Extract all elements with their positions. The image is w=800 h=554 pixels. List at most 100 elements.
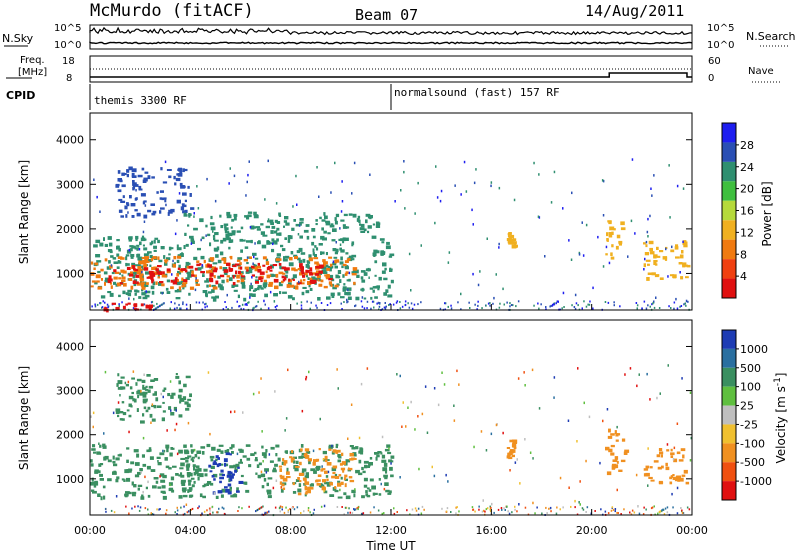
data-cell	[263, 282, 268, 286]
data-cell	[378, 276, 382, 281]
scatter-cell	[301, 409, 304, 413]
scatter-cell	[679, 305, 681, 308]
data-cell	[151, 266, 155, 271]
scatter-cell	[281, 506, 284, 508]
data-cell	[363, 484, 368, 488]
scatter-cell	[182, 303, 184, 306]
scatter-cell	[573, 306, 576, 308]
data-cell	[169, 247, 174, 250]
data-cell	[297, 268, 301, 271]
data-cell	[122, 270, 127, 274]
data-cell	[260, 280, 263, 283]
data-cell	[240, 271, 244, 275]
data-cell	[183, 245, 186, 249]
scatter-cell	[689, 391, 692, 394]
scatter-cell	[515, 305, 517, 308]
scatter-cell	[447, 480, 449, 483]
data-cell	[245, 489, 250, 493]
data-cell	[660, 454, 663, 458]
scatter-cell	[371, 300, 374, 303]
data-cell	[188, 214, 191, 218]
data-cell	[175, 473, 179, 476]
data-cell	[292, 297, 295, 301]
data-cell	[223, 260, 227, 264]
scatter-cell	[104, 301, 106, 304]
data-cell	[180, 206, 185, 211]
data-cell	[120, 257, 125, 260]
scatter-cell	[562, 207, 564, 210]
data-cell	[109, 292, 114, 297]
freq-left-tick-top: 18	[62, 56, 75, 67]
data-cell	[143, 253, 149, 257]
data-cell	[229, 239, 234, 243]
scatter-cell	[669, 216, 671, 219]
data-cell	[192, 459, 195, 463]
data-cell	[108, 260, 111, 264]
data-cell	[143, 263, 148, 266]
scatter-cell	[653, 505, 655, 508]
scatter-cell	[306, 300, 308, 303]
data-cell	[162, 491, 166, 494]
data-cell	[173, 406, 177, 411]
data-cell	[308, 257, 313, 262]
scatter-cell	[196, 185, 198, 188]
data-cell	[270, 222, 274, 225]
scatter-cell	[231, 306, 233, 309]
data-cell	[175, 177, 181, 182]
data-cell	[253, 211, 257, 216]
data-cell	[261, 452, 267, 456]
scatter-cell	[474, 510, 476, 513]
data-cell	[304, 488, 310, 491]
data-cell	[387, 451, 392, 455]
data-cell	[205, 264, 208, 268]
scatter-cell	[682, 512, 685, 514]
data-cell	[369, 457, 373, 460]
scatter-cell	[541, 512, 543, 515]
data-cell	[645, 259, 651, 262]
data-cell	[181, 203, 185, 206]
data-cell	[219, 214, 222, 218]
scatter-cell	[150, 512, 152, 515]
data-cell	[96, 452, 102, 455]
data-cell	[605, 253, 608, 256]
data-cell	[512, 454, 515, 458]
data-cell	[292, 274, 297, 279]
data-cell	[326, 296, 331, 300]
data-cell	[275, 258, 279, 262]
data-cell	[331, 294, 335, 298]
data-cell	[232, 282, 236, 286]
scatter-cell	[354, 305, 356, 308]
data-cell	[194, 267, 198, 271]
scatter-cell	[670, 307, 672, 309]
scatter-cell	[634, 232, 636, 235]
scatter-cell	[418, 467, 420, 471]
scatter-cell	[265, 471, 268, 474]
data-cell	[332, 286, 337, 290]
data-cell	[220, 469, 224, 473]
data-cell	[277, 258, 282, 261]
data-cell	[223, 223, 229, 226]
data-cell	[146, 290, 151, 294]
data-cell	[167, 393, 171, 397]
data-cell	[257, 474, 261, 479]
data-cell	[155, 268, 159, 271]
scatter-cell	[197, 207, 200, 210]
data-cell	[147, 251, 152, 254]
data-cell	[281, 248, 286, 252]
data-cell	[156, 405, 162, 408]
scatter-cell	[490, 432, 493, 436]
data-cell	[340, 467, 346, 471]
scatter-cell	[349, 511, 351, 514]
data-cell	[618, 240, 623, 244]
data-cell	[158, 271, 163, 275]
scatter-cell	[578, 251, 581, 255]
data-cell	[203, 483, 207, 487]
scatter-cell	[498, 246, 500, 249]
colorbar-tick-label: 1000	[740, 343, 768, 356]
data-cell	[183, 383, 187, 388]
data-cell	[269, 242, 275, 245]
data-cell	[116, 266, 120, 269]
scatter-cell	[645, 508, 647, 511]
scatter-cell	[216, 511, 218, 514]
data-cell	[254, 264, 257, 269]
